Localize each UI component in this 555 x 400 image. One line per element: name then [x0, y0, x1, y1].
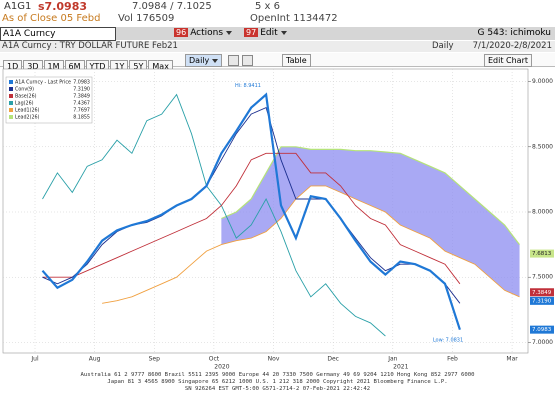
footer-line: Japan 81 3 4565 8900 Singapore 65 6212 1… [107, 379, 448, 385]
table-button[interactable]: Table [282, 54, 311, 67]
price-tag-label: 7.3190 [532, 298, 552, 304]
subheader: A1A Curncy : TRY DOLLAR FUTURE Feb21 Dai… [0, 41, 555, 52]
x-tick-label: Feb [447, 356, 458, 363]
edit-menu[interactable]: 97 Edit [244, 28, 287, 38]
date-range: 7/1/2020-2/8/2021 [472, 41, 552, 51]
ticker: A1G1 [4, 1, 32, 12]
security-field[interactable]: A1A Curncy [0, 27, 116, 41]
legend-swatch [9, 101, 13, 105]
year-label: 2020 [214, 364, 229, 371]
x-tick-label: Mar [506, 356, 518, 363]
legend-value: 7.3190 [73, 87, 90, 93]
legend-swatch [9, 80, 13, 84]
icon-button[interactable] [228, 55, 239, 66]
legend-label: A1A Curncy - Last Price [15, 80, 71, 86]
y-tick-label: 9.0000 [532, 78, 553, 85]
volume: Vol 176509 [118, 13, 175, 24]
edit-chart-button[interactable]: Edit Chart [483, 54, 533, 67]
series-line [42, 152, 461, 285]
price-tag-label: 7.0983 [532, 327, 552, 333]
price-tag-label: 7.6813 [532, 251, 552, 257]
y-tick-label: 7.0000 [532, 339, 553, 346]
cloud [221, 146, 520, 297]
x-tick-label: Oct [209, 356, 220, 363]
series-line [102, 185, 520, 304]
legend-value: 7.3849 [73, 94, 90, 100]
toolbar: 1D 3D 1M 6M YTD 1Y 5Y Max Daily Table Edit Char… [0, 53, 555, 73]
legend-value: 7.0983 [73, 80, 90, 86]
legend-swatch [9, 108, 13, 112]
period-dropdown[interactable]: Daily [185, 54, 223, 67]
dropdown-arrow [280, 30, 287, 35]
edit-code: 97 [244, 28, 259, 37]
open-interest: OpenInt 1134472 [250, 13, 338, 24]
icon-button[interactable] [242, 55, 253, 66]
x-tick-label: Nov [268, 356, 280, 363]
annotation: Low: 7.0831 [433, 337, 463, 343]
x-tick-label: Jul [30, 356, 39, 363]
x-tick-label: Dec [327, 356, 339, 363]
period-label: Daily [189, 56, 210, 65]
price-tag-label: 7.3849 [532, 290, 552, 296]
dropdown-arrow [212, 58, 219, 63]
y-tick-label: 7.5000 [532, 274, 553, 281]
legend-swatch [9, 115, 13, 119]
footer: Australia 61 2 9777 8600 Brazil 5511 239… [0, 372, 555, 400]
series-line [41, 92, 461, 331]
actions-code: 96 [174, 28, 189, 37]
actions-menu[interactable]: 96 Actions [174, 28, 233, 38]
footer-line: SN 926264 EST GMT-5:00 G571-2714-2 07-Fe… [184, 386, 371, 392]
footer-line: Australia 61 2 9777 8600 Brazil 5511 239… [80, 372, 475, 378]
price-tag [530, 249, 554, 258]
as-of: As of Close 05 Febd [2, 13, 101, 24]
legend-label: Lead2(26) [15, 115, 40, 121]
year-label: 2021 [393, 364, 408, 371]
y-tick-label: 8.5000 [532, 143, 553, 150]
menu-bar: A1A Curncy 96 Actions 97 Edit G 543: ichim… [0, 27, 555, 41]
legend-label: Base(26) [15, 94, 37, 100]
legend-label: Lag(26) [15, 101, 34, 107]
chart: 7.0000 7.5000 8.0000 8.5000 9.0000 Jul Aug Sep O… [2, 68, 554, 371]
dropdown-arrow [226, 30, 233, 35]
legend-box [5, 76, 93, 124]
last-price: s7.0983 [38, 0, 87, 13]
x-tick-label: Aug [89, 356, 101, 363]
price-tag [530, 296, 554, 305]
series-line [42, 106, 461, 304]
x-tick-label: Sep [149, 356, 161, 363]
legend-value: 7.4367 [73, 101, 90, 107]
series-line [221, 146, 520, 245]
actions-label: Actions [190, 28, 224, 38]
edit-label: Edit [260, 28, 278, 38]
frequency: Daily [432, 41, 454, 51]
size: 5 x 6 [255, 1, 280, 12]
annotation: Hi: 8.9411 [235, 83, 261, 89]
legend-swatch [9, 94, 13, 98]
legend: A1A Curncy - Last Price 7.0983 Conv(9) 7.31… [5, 76, 93, 124]
legend-swatch [9, 87, 13, 91]
legend-label: Conv(9) [15, 87, 34, 93]
description: A1A Curncy : TRY DOLLAR FUTURE Feb21 [2, 41, 178, 51]
legend-value: 8.1855 [73, 115, 90, 121]
x-tick-label: Jan [387, 356, 397, 363]
bid-ask: 7.0984 / 7.1025 [132, 1, 212, 12]
series-line [42, 93, 386, 337]
legend-label: Lead1(26) [15, 108, 40, 114]
legend-value: 7.7697 [73, 108, 90, 114]
quote-header: A1G1 s7.0983 7.0984 / 7.1025 5 x 6 As of… [0, 0, 555, 26]
price-tag [530, 325, 554, 334]
y-tick-label: 8.0000 [532, 209, 553, 216]
price-tag [530, 288, 554, 297]
page-id: G 543: ichimoku [477, 28, 551, 38]
